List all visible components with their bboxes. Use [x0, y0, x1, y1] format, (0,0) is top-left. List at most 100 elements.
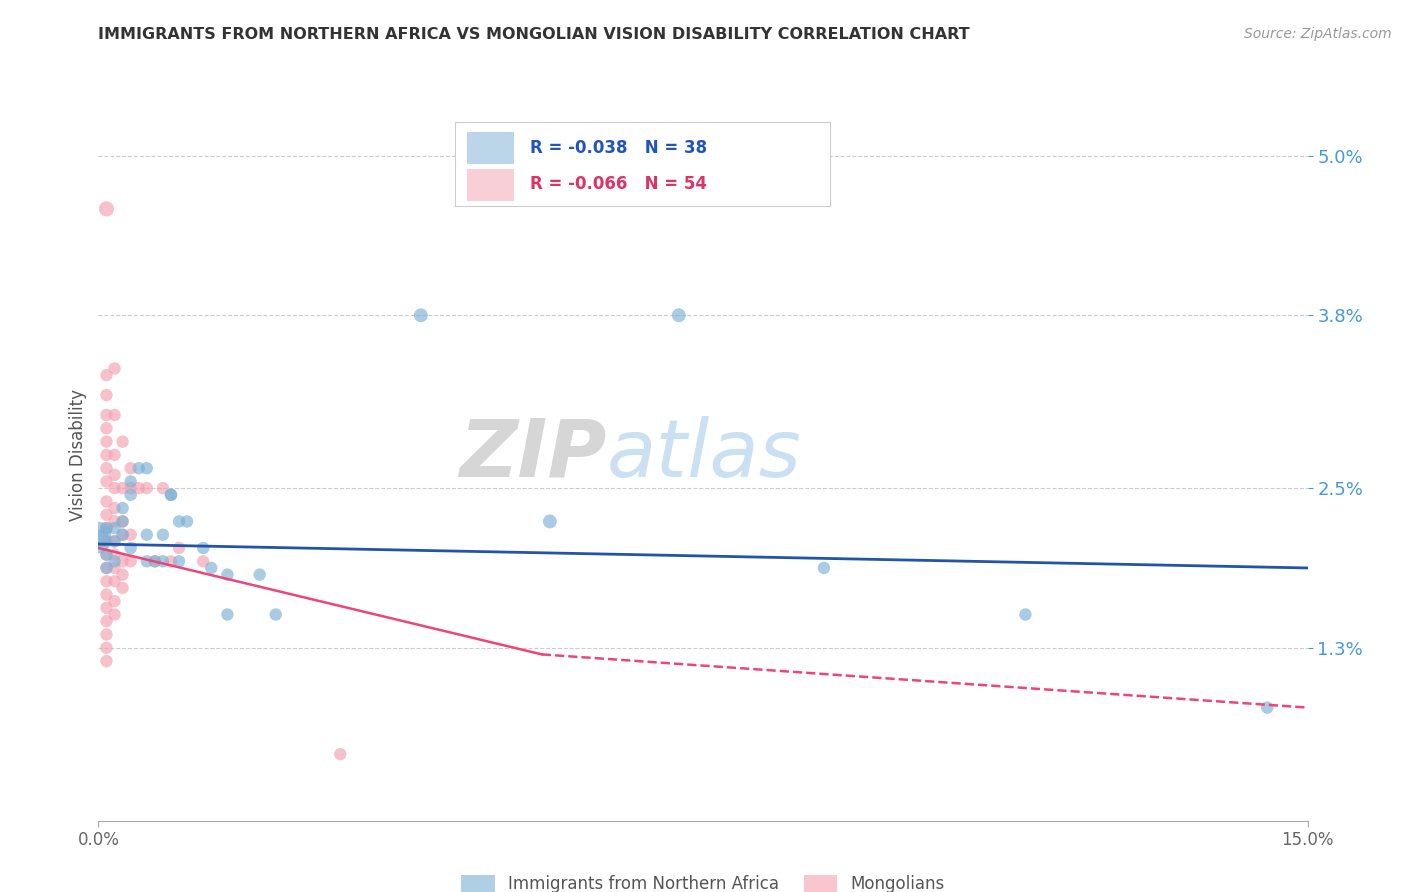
Point [96, 640, 118, 655]
Point [103, 534, 125, 549]
Point [96, 408, 118, 422]
Text: atlas: atlas [606, 416, 801, 494]
Point [1256, 700, 1278, 714]
Point [538, 515, 561, 529]
Point [96, 561, 118, 575]
Point [103, 607, 125, 622]
Point [96, 614, 118, 628]
Point [813, 561, 835, 575]
Point [96, 600, 118, 615]
Point [103, 481, 125, 495]
Point [111, 527, 134, 541]
Point [143, 554, 166, 568]
Point [135, 461, 157, 475]
Point [249, 567, 271, 582]
Point [96, 588, 118, 602]
Point [668, 308, 690, 322]
Point [143, 554, 166, 568]
Point [120, 554, 142, 568]
Point [120, 541, 142, 555]
Point [96, 388, 118, 402]
Point [103, 521, 125, 535]
Point [103, 594, 125, 608]
Point [167, 554, 190, 568]
Point [111, 581, 134, 595]
Point [96, 521, 118, 535]
Point [160, 488, 183, 502]
FancyBboxPatch shape [467, 132, 513, 163]
Point [103, 561, 125, 575]
Point [96, 508, 118, 522]
Point [160, 554, 183, 568]
Point [128, 461, 150, 475]
Point [152, 481, 174, 495]
FancyBboxPatch shape [456, 122, 830, 206]
Point [128, 481, 150, 495]
Point [120, 527, 142, 541]
Point [409, 308, 432, 322]
Point [111, 434, 134, 449]
Point [111, 554, 134, 568]
Point [120, 481, 142, 495]
Point [120, 488, 142, 502]
Point [176, 515, 198, 529]
Text: R = -0.066   N = 54: R = -0.066 N = 54 [530, 176, 707, 194]
Point [96, 494, 118, 508]
Point [103, 448, 125, 462]
Point [96, 627, 118, 641]
Point [1014, 607, 1036, 622]
Point [111, 515, 134, 529]
Point [264, 607, 287, 622]
Point [120, 461, 142, 475]
Point [96, 548, 118, 562]
Point [96, 548, 118, 562]
Point [111, 501, 134, 516]
Point [87, 527, 110, 541]
Point [135, 554, 157, 568]
Point [167, 515, 190, 529]
Point [111, 515, 134, 529]
Point [103, 554, 125, 568]
Point [217, 607, 239, 622]
Point [103, 515, 125, 529]
Point [103, 467, 125, 482]
Point [103, 534, 125, 549]
Point [96, 475, 118, 489]
Point [96, 561, 118, 575]
Point [96, 534, 118, 549]
Point [111, 527, 134, 541]
Point [96, 368, 118, 383]
Point [200, 561, 222, 575]
Text: R = -0.038   N = 38: R = -0.038 N = 38 [530, 139, 707, 157]
Point [103, 408, 125, 422]
Point [167, 541, 190, 555]
Point [135, 527, 157, 541]
Point [135, 481, 157, 495]
Point [96, 461, 118, 475]
Point [96, 202, 118, 216]
Point [103, 361, 125, 376]
Point [111, 567, 134, 582]
Point [96, 521, 118, 535]
Point [152, 554, 174, 568]
Point [96, 434, 118, 449]
Point [111, 481, 134, 495]
Point [103, 501, 125, 516]
Point [193, 554, 215, 568]
Point [193, 541, 215, 555]
Point [87, 534, 110, 549]
Point [217, 567, 239, 582]
FancyBboxPatch shape [467, 169, 513, 200]
Point [96, 654, 118, 668]
Point [96, 421, 118, 435]
Y-axis label: Vision Disability: Vision Disability [69, 389, 87, 521]
Text: Source: ZipAtlas.com: Source: ZipAtlas.com [1244, 27, 1392, 41]
Point [96, 448, 118, 462]
Point [160, 488, 183, 502]
Text: IMMIGRANTS FROM NORTHERN AFRICA VS MONGOLIAN VISION DISABILITY CORRELATION CHART: IMMIGRANTS FROM NORTHERN AFRICA VS MONGO… [98, 27, 970, 42]
Point [103, 574, 125, 589]
Point [329, 747, 352, 761]
Text: ZIP: ZIP [458, 416, 606, 494]
Point [152, 527, 174, 541]
Legend: Immigrants from Northern Africa, Mongolians: Immigrants from Northern Africa, Mongoli… [454, 869, 952, 892]
